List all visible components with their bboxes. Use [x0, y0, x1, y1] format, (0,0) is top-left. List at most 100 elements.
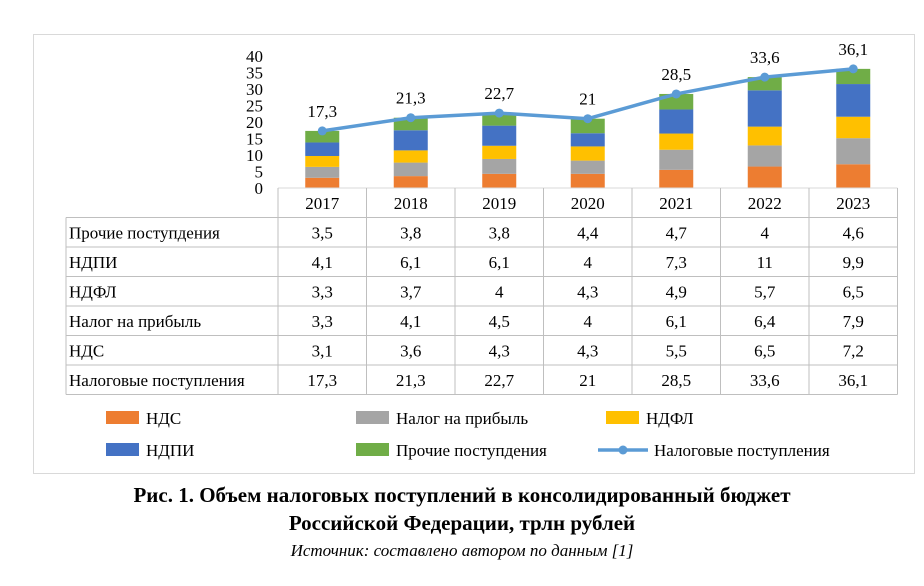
y-tick-label: 30 [246, 80, 263, 99]
table-row-label: Прочие поступдения [69, 224, 220, 243]
total-data-label: 17,3 [307, 102, 337, 121]
table-cell: 4,5 [489, 312, 510, 331]
bar-ндс-2022 [747, 166, 782, 188]
table-cell: 4 [584, 253, 593, 272]
legend-label: НДПИ [146, 441, 194, 460]
bar-налог-на-прибыль-2017 [305, 166, 340, 178]
table-cell: 9,9 [843, 253, 864, 272]
bar-прочие-поступдения-2017 [305, 130, 340, 143]
bar-ндпи-2020 [570, 133, 605, 147]
bar-ндфл-2020 [570, 146, 605, 161]
bar-ндпи-2018 [393, 130, 428, 151]
figure-caption: Рис. 1. Объем налоговых поступлений в ко… [0, 481, 924, 537]
table-cell: 3,3 [312, 312, 333, 331]
bar-ндпи-2019 [482, 125, 517, 146]
bar-налог-на-прибыль-2019 [482, 158, 517, 174]
legend-label: Налоговые поступления [654, 441, 830, 460]
table-cell: 4 [495, 283, 504, 302]
legend-label: НДС [146, 409, 181, 428]
bar-налог-на-прибыль-2021 [659, 149, 694, 170]
y-tick-label: 15 [246, 130, 263, 149]
table-cell: 4,1 [312, 253, 333, 272]
y-tick-label: 25 [246, 97, 263, 116]
table-cell: 4,3 [577, 342, 598, 361]
total-data-label: 28,5 [661, 65, 691, 84]
total-point-2020 [583, 114, 593, 124]
table-cell: 5,7 [754, 283, 776, 302]
table-cell: 7,9 [843, 312, 864, 331]
total-data-label: 21 [579, 90, 596, 109]
total-point-2018 [406, 113, 416, 123]
x-tick-label: 2019 [482, 194, 516, 213]
bar-ндпи-2023 [836, 84, 871, 117]
bar-налог-на-прибыль-2018 [393, 162, 428, 177]
table-cell: 4 [761, 224, 770, 243]
x-tick-label: 2020 [571, 194, 605, 213]
total-point-2019 [494, 108, 504, 118]
y-tick-label: 0 [255, 179, 264, 198]
bar-ндс-2020 [570, 173, 605, 188]
total-point-2023 [848, 64, 858, 74]
table-cell: 6,1 [400, 253, 421, 272]
table-cell: 6,5 [754, 342, 775, 361]
x-tick-label: 2022 [748, 194, 782, 213]
legend-swatch-прочие-поступдения [356, 443, 389, 456]
bar-ндпи-2022 [747, 90, 782, 127]
table-cell: 4,9 [666, 283, 687, 302]
bar-ндфл-2022 [747, 126, 782, 146]
bar-ндфл-2018 [393, 150, 428, 163]
table-cell: 3,1 [312, 342, 333, 361]
bar-налог-на-прибыль-2022 [747, 145, 782, 167]
table-cell: 5,5 [666, 342, 687, 361]
table-cell: 6,4 [754, 312, 776, 331]
bar-прочие-поступдения-2018 [393, 117, 428, 131]
bar-ндфл-2023 [836, 116, 871, 139]
table-cell: 21,3 [396, 371, 426, 390]
bar-прочие-поступдения-2020 [570, 118, 605, 134]
total-data-label: 21,3 [396, 89, 426, 108]
table-cell: 6,5 [843, 283, 864, 302]
caption-line-2: Российской Федерации, трлн рублей [288, 511, 636, 535]
bar-налог-на-прибыль-2020 [570, 160, 605, 174]
bar-ндс-2023 [836, 164, 871, 188]
table-cell: 3,8 [489, 224, 510, 243]
table-row-label: Налоговые поступления [69, 371, 245, 390]
table-cell: 3,6 [400, 342, 421, 361]
bar-ндс-2018 [393, 176, 428, 188]
x-tick-label: 2017 [305, 194, 340, 213]
caption-line-1: Рис. 1. Объем налоговых поступлений в ко… [133, 483, 791, 507]
chart-frame: 0 5 10 15 20 25 30 35 40 17,3 21,3 22,7 21 28,5 33,6 36… [33, 34, 915, 474]
table-cell: 4,1 [400, 312, 421, 331]
table-row-label: НДФЛ [69, 283, 117, 302]
bar-ндс-2017 [305, 177, 340, 188]
table-cell: 6,1 [489, 253, 510, 272]
table-cell: 3,8 [400, 224, 421, 243]
table-cell: 22,7 [484, 371, 514, 390]
total-data-label: 33,6 [750, 48, 780, 67]
table-cell: 3,5 [312, 224, 333, 243]
bar-ндс-2019 [482, 173, 517, 188]
x-tick-label: 2021 [659, 194, 693, 213]
table-cell: 11 [757, 253, 773, 272]
y-tick-label: 40 [246, 47, 263, 66]
table-cell: 28,5 [661, 371, 691, 390]
table-row-label: Налог на прибыль [69, 312, 201, 331]
y-tick-label: 35 [246, 64, 263, 83]
table-cell: 7,2 [843, 342, 864, 361]
x-tick-label: 2018 [394, 194, 428, 213]
y-tick-label: 10 [246, 146, 263, 165]
table-row-label: НДС [69, 342, 104, 361]
table-cell: 36,1 [838, 371, 868, 390]
legend-label: НДФЛ [646, 409, 694, 428]
y-tick-label: 5 [255, 163, 264, 182]
table-cell: 4,3 [489, 342, 510, 361]
figure-source: Источник: составлено автором по данным [… [290, 541, 634, 560]
bar-налог-на-прибыль-2023 [836, 138, 871, 165]
table-cell: 3,3 [312, 283, 333, 302]
total-point-2022 [760, 72, 770, 82]
total-point-2021 [671, 89, 681, 99]
table-cell: 17,3 [307, 371, 337, 390]
table-cell: 4,3 [577, 283, 598, 302]
total-point-2017 [317, 126, 327, 136]
